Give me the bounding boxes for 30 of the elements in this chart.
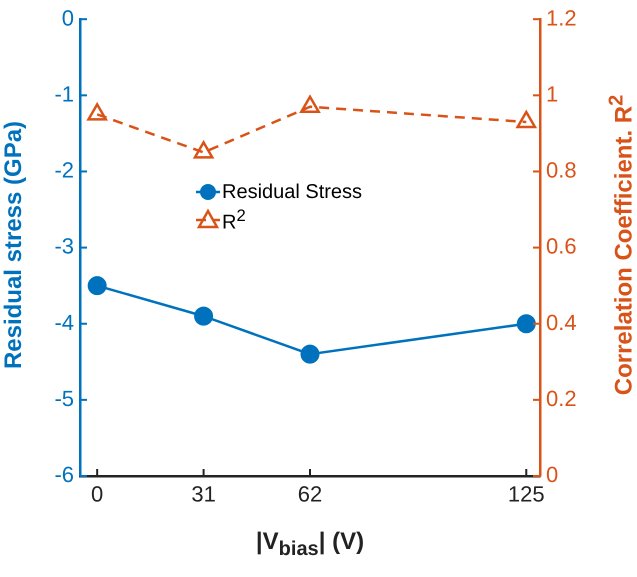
legend-label: R$^{2}$ bbox=[222, 206, 246, 234]
legend-label: Residual Stress bbox=[222, 180, 362, 204]
y2-tick-label: 1.2 bbox=[546, 5, 577, 30]
point bbox=[516, 314, 536, 334]
y-tick-label: -5 bbox=[54, 386, 74, 411]
point bbox=[194, 141, 214, 159]
y2-tick-label: 0.8 bbox=[546, 158, 577, 183]
point bbox=[87, 103, 108, 121]
point bbox=[300, 344, 320, 364]
point bbox=[516, 110, 536, 128]
point bbox=[194, 306, 214, 326]
y2-tick-label: 1 bbox=[546, 81, 558, 106]
point bbox=[300, 96, 320, 114]
y2-tick-label: 0.6 bbox=[546, 234, 577, 259]
y2-tick-label: 0.4 bbox=[546, 310, 577, 335]
y2-tick-label: 0 bbox=[546, 462, 558, 488]
y-tick-label: -4 bbox=[54, 310, 74, 335]
y-tick-label: -2 bbox=[54, 158, 74, 183]
y-axis-title: Residual stress (GPa) bbox=[0, 120, 28, 369]
y-tick-label: 0 bbox=[62, 5, 74, 30]
x-tick-label: 31 bbox=[191, 481, 216, 506]
x-tick-label: 0 bbox=[91, 481, 104, 506]
y2-tick-label: 0.2 bbox=[546, 386, 577, 411]
y-tick-label: -3 bbox=[54, 234, 74, 259]
x-tick-label: 62 bbox=[298, 481, 322, 506]
x-tick-label: 125 bbox=[508, 481, 545, 506]
y-tick-label: -1 bbox=[54, 81, 74, 106]
point bbox=[88, 276, 107, 296]
x-axis-title: |V$_{bias}$| (V) bbox=[256, 528, 364, 561]
y-tick-label: -6 bbox=[54, 462, 74, 488]
